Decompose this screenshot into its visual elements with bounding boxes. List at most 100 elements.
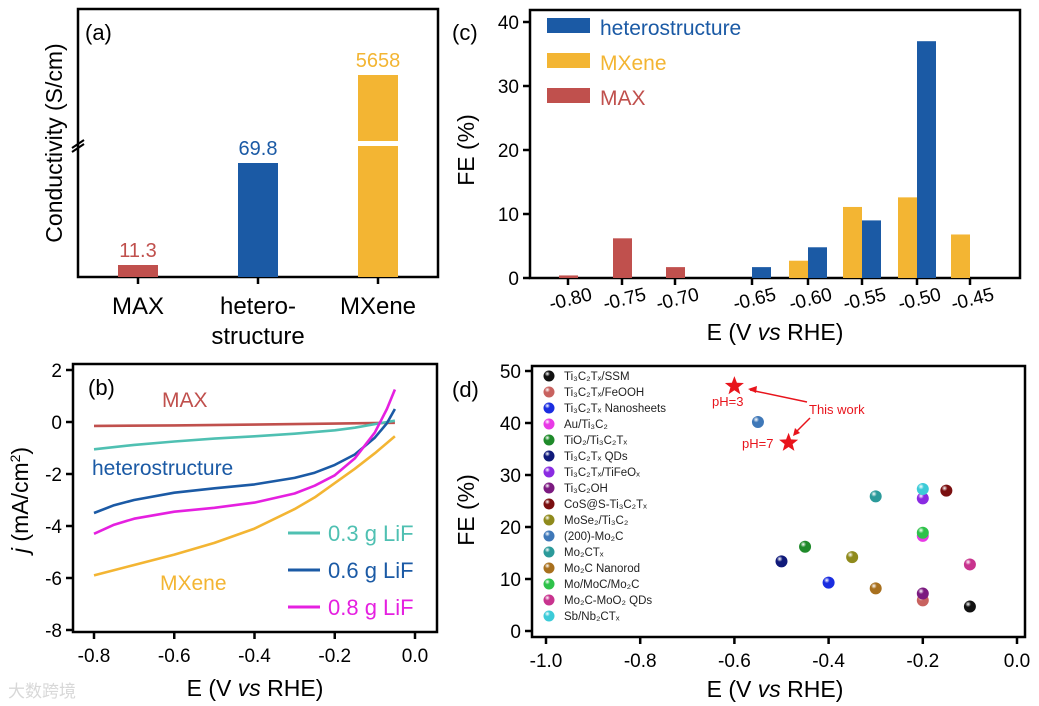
data-label: 11.3 <box>119 240 156 262</box>
label-part: E (V <box>707 676 758 702</box>
legend-label: TiO₂/Ti₃C₂Tₓ <box>564 435 627 447</box>
y-tick-label: 2 <box>51 361 62 382</box>
label-part: RHE) <box>781 676 844 702</box>
star-marker-ph3 <box>724 376 744 395</box>
y-tick-label: 10 <box>500 570 521 591</box>
legend-marker <box>543 562 555 574</box>
panel-label: (d) <box>452 377 479 402</box>
this-work-label-ph7: pH=7 <box>742 436 773 451</box>
legend-label: MAX <box>600 87 646 110</box>
bar-heterostructure--0.65 <box>752 267 771 278</box>
data-point <box>869 582 882 595</box>
legend-label: Ti₃C₂Tₓ/TiFeOₓ <box>564 467 640 479</box>
arrow-head <box>748 386 757 393</box>
plot-frame <box>71 362 439 634</box>
label-part: vs <box>758 676 782 702</box>
legend-label: Mo₂CTₓ <box>564 547 604 559</box>
bar-heterostructure--0.50 <box>917 41 936 279</box>
curve-max <box>93 421 395 428</box>
data-point <box>846 551 859 564</box>
legend-marker <box>543 466 555 478</box>
label-part: E (V <box>187 675 238 701</box>
label-part: E (V <box>707 319 758 345</box>
label-part: j <box>7 547 33 556</box>
legend-label: CoS@S-Ti₃C₂Tₓ <box>564 499 647 511</box>
legend-marker <box>543 530 555 542</box>
legend-marker <box>543 578 555 590</box>
y-tick-label: 30 <box>498 77 519 98</box>
legend-label: Mo₂C Nanorod <box>564 563 640 575</box>
panel-label: (c) <box>452 20 478 45</box>
bar-mxene--0.50 <box>898 197 917 278</box>
label-part: RHE) <box>261 675 324 701</box>
legend-marker <box>543 434 555 446</box>
bar-mxene--0.60 <box>789 260 808 278</box>
bar-0 <box>118 265 158 277</box>
y-tick-label: 20 <box>498 141 519 162</box>
y-tick-label: -2 <box>45 465 62 486</box>
legend-label: 0.8 g LiF <box>328 595 414 620</box>
x-tick-label: -0.65 <box>731 284 778 315</box>
legend-marker <box>543 498 555 510</box>
data-point <box>940 484 953 497</box>
this-work-label-ph3: pH=3 <box>712 394 743 409</box>
legend-label: Ti₃C₂Tₓ QDs <box>564 451 628 463</box>
data-point <box>916 587 929 600</box>
bar-max--0.80 <box>559 275 578 278</box>
x-tick-label: -0.4 <box>812 651 845 672</box>
star-marker-ph7 <box>779 432 799 451</box>
bar-mxene--0.55 <box>843 206 862 278</box>
x-tick-label: -1.0 <box>530 651 563 672</box>
x-tick-label: 0.0 <box>402 646 428 667</box>
y-tick-label: 0 <box>51 413 62 434</box>
y-axis-title: FE (%) <box>453 474 479 546</box>
x-tick-label: -0.2 <box>906 651 939 672</box>
legend-marker <box>543 402 555 414</box>
x-tick-label: -0.8 <box>78 646 111 667</box>
x-tick-label: MXene <box>340 293 416 320</box>
arrow-line <box>749 389 808 403</box>
legend-label: Ti₃C₂OH <box>564 483 608 495</box>
y-tick-label: 0 <box>510 622 521 643</box>
legend-swatch <box>547 88 590 103</box>
legend-marker <box>543 546 555 558</box>
panel-label: (a) <box>85 20 112 45</box>
x-axis-title: E (V vs RHE) <box>707 676 844 702</box>
legend-label: MoSe₂/Ti₃C₂ <box>564 515 628 527</box>
x-axis-title: E (V vs RHE) <box>707 319 844 345</box>
curve-label-mxene: MXene <box>160 572 227 595</box>
legend-marker <box>543 370 555 382</box>
watermark: 大数跨境 <box>8 682 76 701</box>
bar-2 <box>358 75 398 277</box>
panel-d: (d) -1.0 -0.8 -0.6 -0.4 -0.2 0.0 0 10 20 30 40 50 E (… <box>452 362 1030 702</box>
bar-mxene--0.45 <box>951 234 970 278</box>
x-tick-label: -0.45 <box>949 284 996 315</box>
data-point <box>963 558 976 571</box>
curve-0.8-g-lif <box>93 389 397 535</box>
data-point <box>799 540 812 553</box>
curve-label-heterostructure: heterostructure <box>92 457 233 480</box>
x-tick-label: -0.75 <box>601 284 648 315</box>
x-tick-label: -0.8 <box>624 651 657 672</box>
legend-label: Ti₃C₂Tₓ/FeOOH <box>564 387 644 399</box>
y-tick-label: 30 <box>500 466 521 487</box>
label-part: 2 <box>7 454 23 462</box>
arrow-head <box>793 428 800 436</box>
x-tick-label: -0.80 <box>547 284 594 315</box>
axis-break-mark <box>71 139 85 153</box>
x-tick-label: MAX <box>112 293 164 320</box>
legend-marker <box>543 450 555 462</box>
data-label: 5658 <box>356 50 401 72</box>
this-work-label: This work <box>809 402 865 417</box>
y-tick-label: 40 <box>500 414 521 435</box>
y-tick-label: 20 <box>500 518 521 539</box>
legend-label: Au/Ti₃C₂ <box>564 419 608 431</box>
y-tick-label: 50 <box>500 362 521 383</box>
plot-frame <box>528 8 1022 280</box>
legend-marker <box>543 514 555 526</box>
x-axis-title: E (V vs RHE) <box>187 675 324 701</box>
x-tick-label: -0.55 <box>841 284 888 315</box>
y-tick-label: -4 <box>45 517 62 538</box>
legend-label: Mo/MoC/Mo₂C <box>564 579 639 591</box>
legend-swatch <box>547 53 590 68</box>
